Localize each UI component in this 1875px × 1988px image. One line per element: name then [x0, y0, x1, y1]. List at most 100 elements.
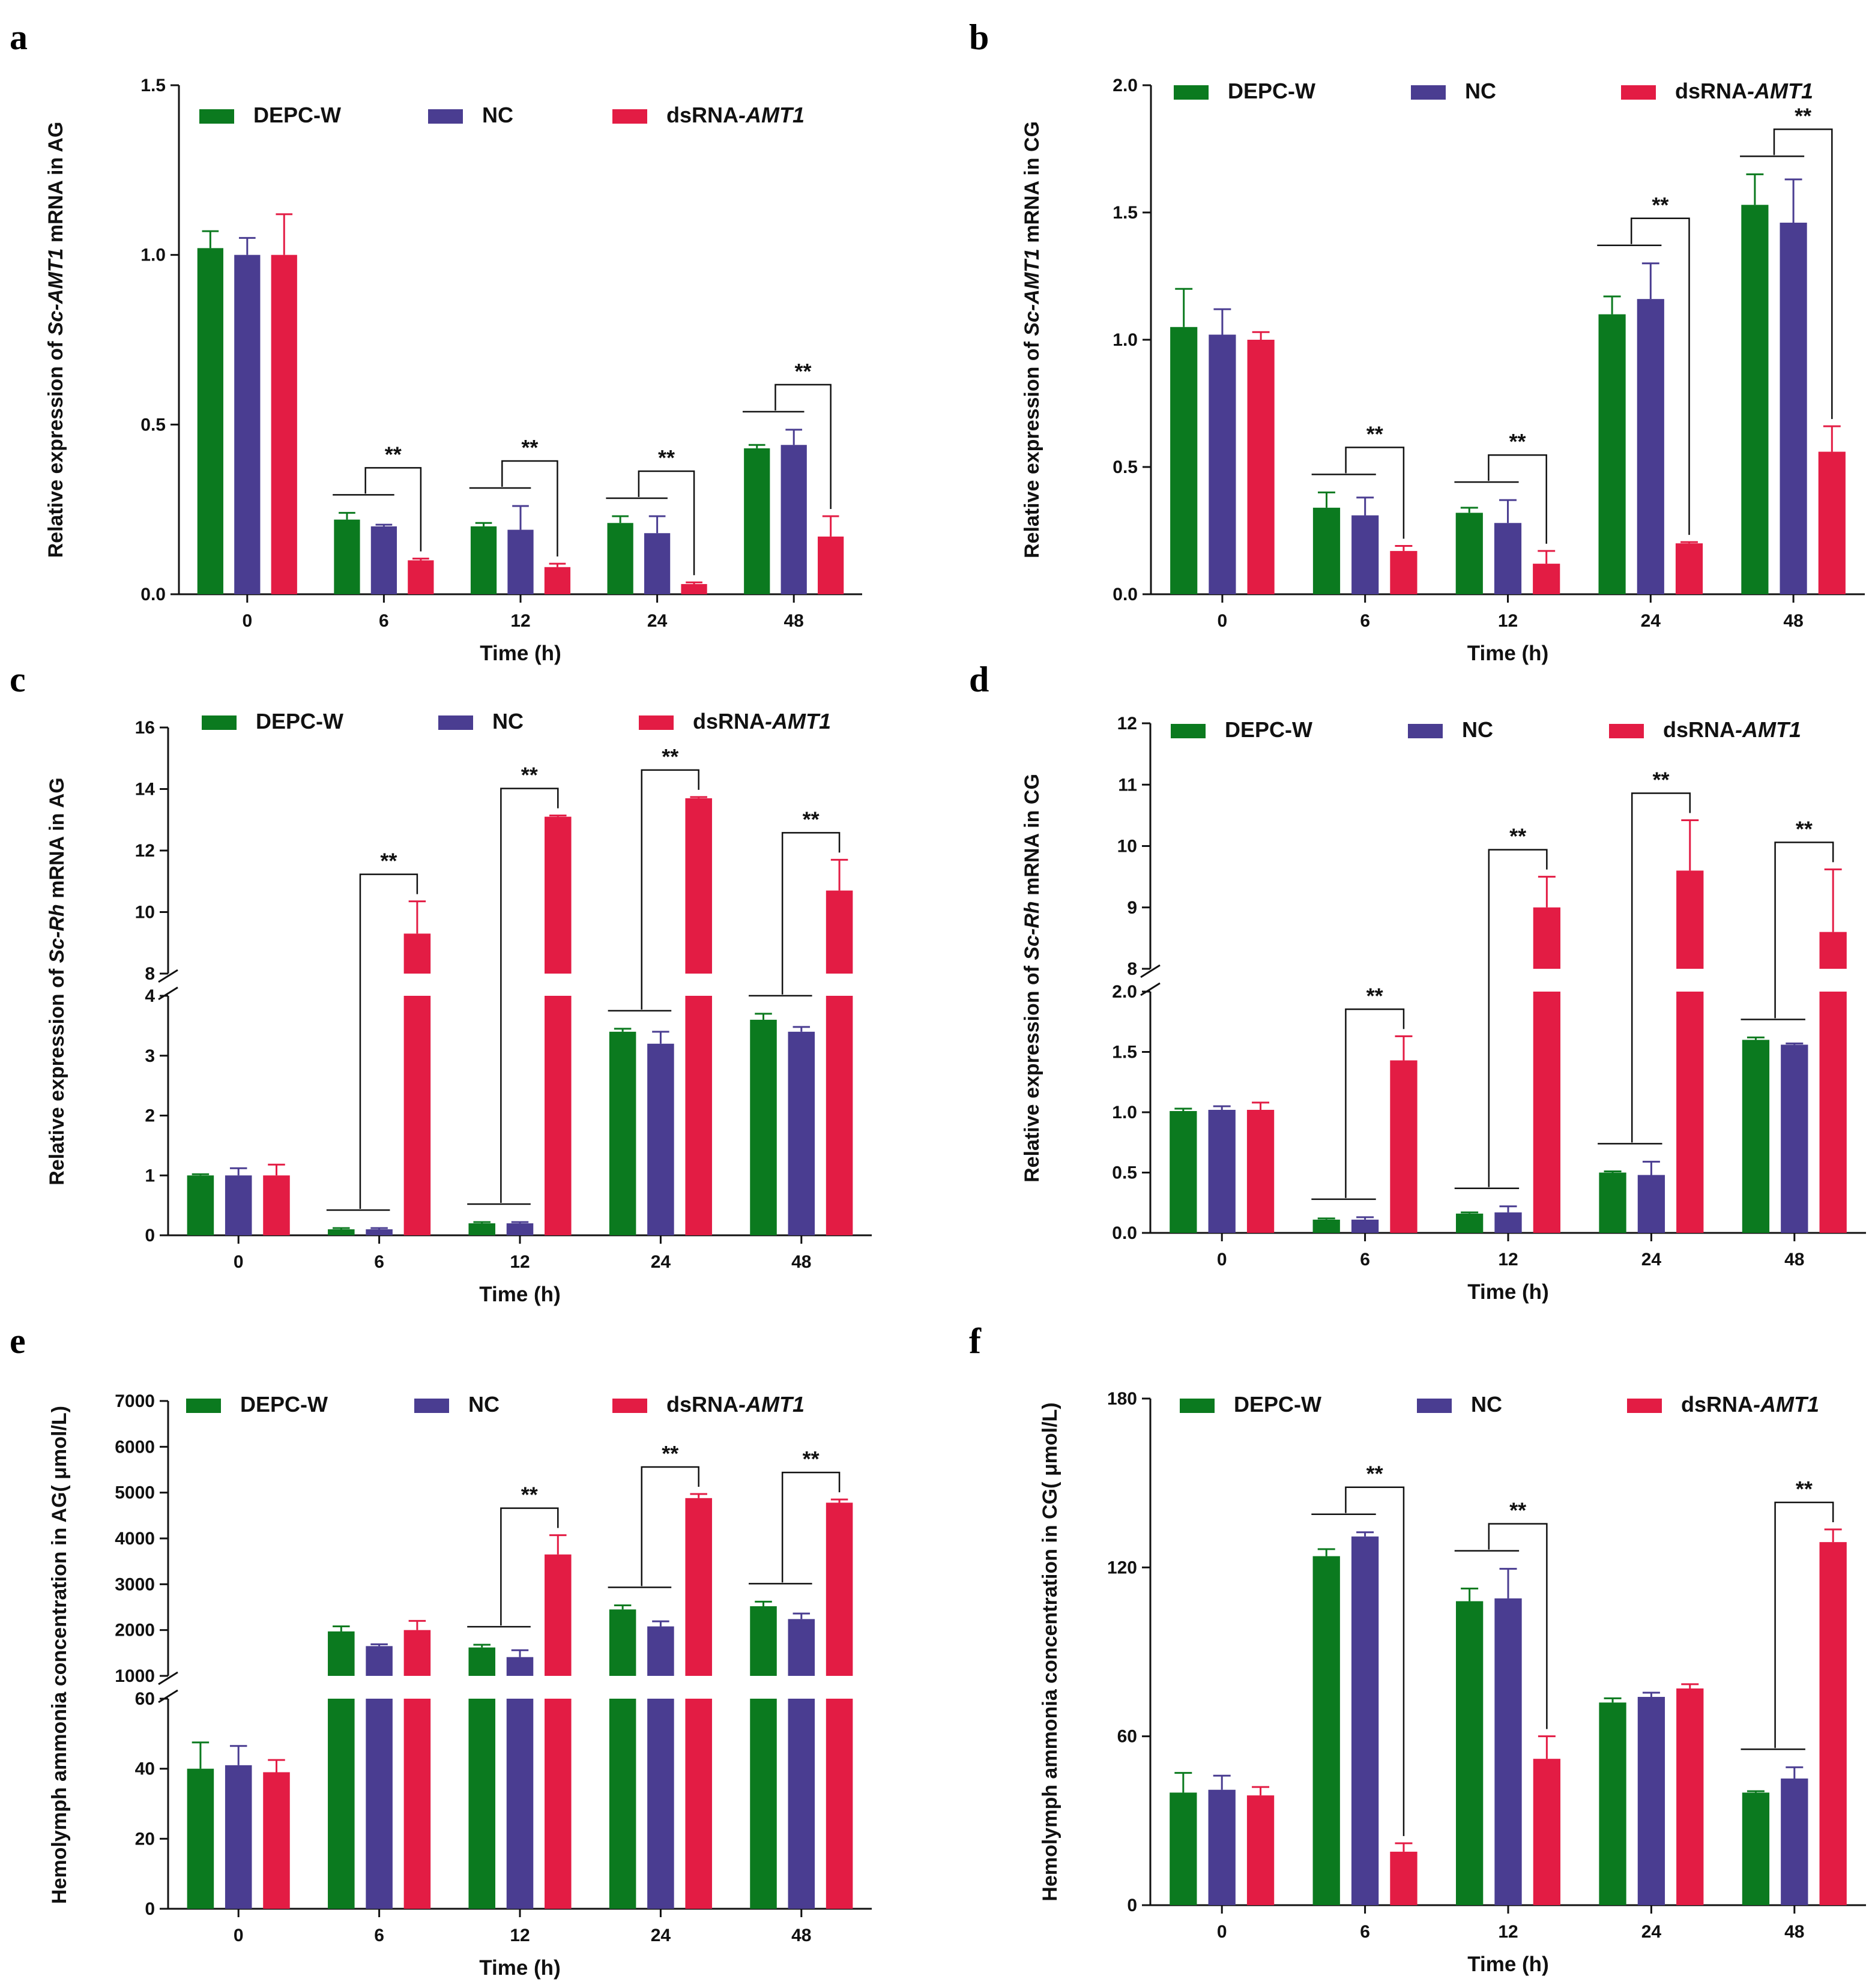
y-tick-label: 0 — [145, 1899, 155, 1919]
significance-label: ** — [1509, 1498, 1526, 1523]
bar — [263, 1175, 290, 1235]
bracket — [1345, 447, 1405, 539]
bar-break — [647, 1676, 675, 1699]
bar-break — [608, 1676, 637, 1699]
bar — [1312, 1556, 1340, 1905]
y-axis: 0.0 0.5 1.0 1.5 — [140, 76, 180, 604]
legend-swatch — [438, 715, 473, 730]
y-tick-label: 0.5 — [140, 415, 166, 435]
significance-label: ** — [1652, 768, 1669, 792]
y-tick-label: 60 — [1117, 1727, 1137, 1747]
bar-break — [749, 1676, 777, 1699]
y-tick-label: 3 — [145, 1046, 155, 1066]
x-tick-label: 6 — [379, 611, 389, 631]
bar — [1246, 1109, 1275, 1233]
bar — [1494, 1212, 1522, 1233]
bar — [187, 1175, 214, 1235]
bar — [506, 1223, 534, 1235]
y-tick-label: 1.5 — [140, 76, 166, 95]
x-axis-title: Time (h) — [479, 1956, 560, 1980]
bar-break — [1676, 969, 1704, 992]
x-tick-label: 6 — [1360, 1922, 1370, 1942]
bar — [470, 526, 497, 594]
x-tick-label: 48 — [784, 611, 804, 631]
bar — [681, 584, 707, 594]
significance-bracket: ** — [749, 1447, 841, 1585]
significance-bracket: ** — [1741, 816, 1834, 1020]
legend-swatch — [612, 1399, 647, 1413]
legend-label: dsRNA-AMT1 — [666, 1392, 805, 1417]
legend-label: DEPC-W — [1225, 717, 1312, 742]
bar — [1455, 1601, 1484, 1905]
axis-break — [158, 1689, 178, 1703]
bar — [1170, 327, 1198, 594]
bar — [187, 1768, 214, 1909]
bracket — [1773, 128, 1833, 420]
legend-label: DEPC-W — [1234, 1392, 1321, 1417]
x-tick-label: 12 — [1498, 611, 1518, 631]
bar — [334, 519, 360, 594]
bar — [1494, 523, 1522, 594]
bar — [1208, 1109, 1236, 1233]
axis-break — [1140, 982, 1161, 996]
panel-e: e 0 20 40 60 1000 2000 3000 4000 5000 6000 7000 0 6 12… — [10, 1321, 872, 1980]
y-tick-label: 0.0 — [1112, 1223, 1137, 1243]
bar — [818, 536, 844, 594]
significance-bracket: ** — [1454, 429, 1547, 544]
x-axis-title: Time (h) — [1467, 642, 1548, 665]
bar — [225, 1765, 252, 1909]
significance-bracket: ** — [608, 744, 699, 1012]
bar — [609, 1031, 636, 1235]
y-tick-label: 120 — [1107, 1558, 1137, 1577]
bar — [788, 1619, 815, 1909]
bar — [234, 255, 261, 595]
axis-break — [158, 1671, 178, 1685]
x-tick-label: 24 — [1641, 1250, 1662, 1270]
x-tick-label: 12 — [1498, 1250, 1518, 1270]
x-tick-label: 48 — [791, 1926, 811, 1945]
bar — [1494, 1598, 1522, 1905]
bar — [609, 1609, 636, 1909]
y-tick-label: 7000 — [115, 1391, 155, 1411]
x-tick-label: 12 — [510, 611, 530, 631]
bar — [328, 1631, 355, 1909]
legend-swatch — [1408, 724, 1443, 738]
legend-label: DEPC-W — [240, 1392, 328, 1417]
bar — [1455, 513, 1483, 594]
x-axis: 0 6 12 24 48 Time (h) — [1150, 1904, 1866, 1976]
bar-break — [327, 1676, 355, 1699]
bar — [408, 560, 434, 594]
significance-label: ** — [803, 807, 820, 831]
y-tick-label: 4 — [145, 986, 155, 1006]
legend-swatch — [1621, 85, 1656, 100]
y-tick-label: 1000 — [115, 1666, 155, 1686]
bar-break — [403, 1676, 432, 1699]
bar — [607, 523, 633, 594]
bar — [647, 1043, 674, 1235]
bracket — [1631, 792, 1691, 1143]
series-dsrna — [1246, 819, 1847, 1233]
x-axis-title: Time (h) — [1467, 1953, 1548, 1976]
significance-label: ** — [1796, 816, 1813, 841]
significance-label: ** — [1795, 103, 1811, 128]
bar — [225, 1175, 252, 1235]
bar — [826, 890, 853, 1235]
significance-bracket: ** — [326, 849, 418, 1211]
series-nc — [1208, 1042, 1808, 1233]
x-tick-label: 48 — [1784, 1922, 1804, 1942]
bracket — [501, 460, 558, 557]
y-tick-label: 1.0 — [140, 245, 166, 265]
bar-break — [825, 1676, 854, 1699]
bar — [1390, 1851, 1418, 1905]
legend-label: DEPC-W — [256, 709, 343, 733]
bar — [1351, 1219, 1379, 1233]
legend-label: NC — [1471, 1392, 1502, 1417]
bracket — [1345, 1486, 1405, 1836]
bar — [468, 1223, 495, 1235]
bar — [1312, 1219, 1340, 1233]
series-nc — [225, 1026, 815, 1235]
legend-swatch — [428, 109, 463, 124]
bar — [1741, 205, 1769, 594]
bar — [544, 567, 571, 594]
